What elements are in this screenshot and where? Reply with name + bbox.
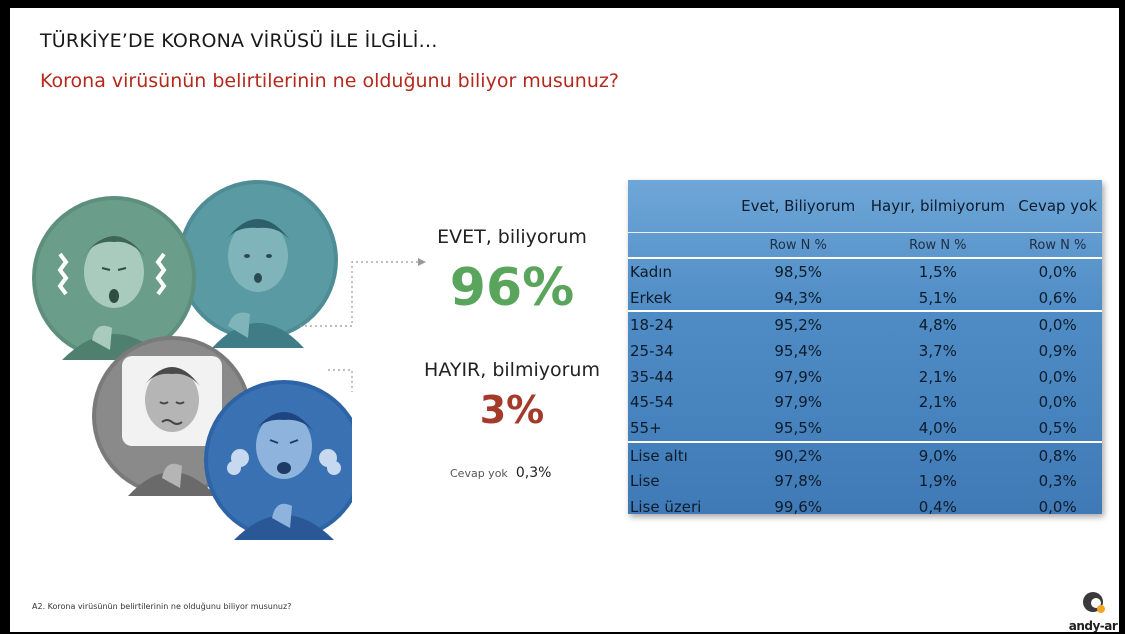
person-cough-icon bbox=[178, 180, 338, 348]
table-cell: 0,8% bbox=[1013, 440, 1102, 469]
row-label: 45-54 bbox=[630, 393, 674, 412]
table-row: Lise 97,8% 1,9% 0,3% bbox=[628, 469, 1102, 495]
table-subheader-row: Row N % Row N % Row N % bbox=[628, 232, 1102, 259]
table-cell: 90,2% bbox=[734, 440, 863, 469]
table-cell: 4,8% bbox=[862, 310, 1014, 339]
table-cell: 0,0% bbox=[1013, 310, 1102, 339]
table-row: Lise üzeri 99,6% 0,4% 0,0% bbox=[628, 494, 1102, 520]
table-cell: 0,9% bbox=[1038, 341, 1077, 360]
table-cell: 9,0% bbox=[862, 440, 1014, 469]
row-label: Kadın bbox=[630, 262, 672, 281]
symptoms-illustration bbox=[32, 180, 352, 540]
cevap-yok-label: Cevap yok bbox=[450, 467, 508, 480]
table-cell: 94,3% bbox=[774, 288, 823, 307]
column-header: Evet, Biliyorum bbox=[741, 196, 856, 215]
table-row: Lise altı 90,2% 9,0% 0,8% bbox=[628, 440, 1102, 469]
table-cell: 0,4% bbox=[918, 498, 957, 517]
logo-mark-icon bbox=[1083, 592, 1105, 613]
person-breathless-icon bbox=[204, 380, 352, 540]
column-header: Hayır, bilmiyorum bbox=[870, 196, 1005, 215]
table-row: Erkek 94,3% 5,1% 0,6% bbox=[628, 285, 1102, 312]
table-row: 18-24 95,2% 4,8% 0,0% bbox=[628, 310, 1102, 339]
table-cell: 0,0% bbox=[1038, 393, 1077, 412]
yes-answer-label: EVET, biliyorum bbox=[437, 226, 587, 248]
survey-question: Korona virüsünün belirtilerinin ne olduğ… bbox=[40, 70, 619, 92]
row-label: 25-34 bbox=[630, 341, 674, 360]
no-answer-note: Cevap yok 0,3% bbox=[450, 462, 610, 481]
table-cell: 2,1% bbox=[918, 367, 957, 386]
table-cell: 0,0% bbox=[1038, 262, 1077, 281]
footnote: A2. Korona virüsünün belirtilerinin ne o… bbox=[32, 602, 292, 611]
table-cell: 3,7% bbox=[918, 341, 957, 360]
row-label: Lise bbox=[630, 472, 660, 491]
table-row: 45-54 97,9% 2,1% 0,0% bbox=[628, 389, 1102, 415]
table-header-row: Evet, Biliyorum Hayır, bilmiyorum Cevap … bbox=[628, 180, 1102, 233]
table-cell: 0,6% bbox=[1038, 288, 1077, 307]
no-answer-percent: 3% bbox=[479, 388, 545, 432]
table-cell: 95,4% bbox=[774, 341, 823, 360]
breakdown-table: Evet, Biliyorum Hayır, bilmiyorum Cevap … bbox=[628, 180, 1102, 516]
row-label: Lise altı bbox=[628, 440, 734, 469]
table-row: Kadın 98,5% 1,5% 0,0% bbox=[628, 258, 1102, 285]
table-cell: 0,0% bbox=[1038, 498, 1077, 517]
column-subheader: Row N % bbox=[734, 232, 863, 259]
table-cell: 0,5% bbox=[1038, 418, 1077, 437]
table-cell: 95,2% bbox=[734, 310, 863, 339]
table-cell: 97,8% bbox=[774, 472, 823, 491]
slide-title: TÜRKİYE’DE KORONA VİRÜSÜ İLE İLGİLİ… bbox=[40, 30, 438, 52]
table-cell: 95,5% bbox=[774, 418, 823, 437]
table-cell: 1,5% bbox=[918, 262, 957, 281]
table-row: 55+ 95,5% 4,0% 0,5% bbox=[628, 415, 1102, 442]
table-row: 25-34 95,4% 3,7% 0,9% bbox=[628, 338, 1102, 364]
connector-arrows bbox=[300, 258, 426, 392]
no-answer-label: HAYIR, bilmiyorum bbox=[424, 359, 600, 381]
table-cell: 0,3% bbox=[1038, 472, 1077, 491]
table-cell: 99,6% bbox=[774, 498, 823, 517]
table-cell: 4,0% bbox=[918, 418, 957, 437]
slide: TÜRKİYE’DE KORONA VİRÜSÜ İLE İLGİLİ… Kor… bbox=[10, 8, 1119, 632]
table-row: 35-44 97,9% 2,1% 0,0% bbox=[628, 364, 1102, 390]
row-label: 35-44 bbox=[630, 367, 674, 386]
table-cell: 0,0% bbox=[1038, 367, 1077, 386]
table-cell: 2,1% bbox=[918, 393, 957, 412]
table-cell: 5,1% bbox=[918, 288, 957, 307]
table-cell: 97,9% bbox=[774, 393, 823, 412]
table-cell: 98,5% bbox=[774, 262, 823, 281]
row-label: 18-24 bbox=[628, 310, 734, 339]
person-headache-icon bbox=[32, 196, 196, 360]
table-subheader-blank bbox=[628, 232, 734, 259]
table-cell: 97,9% bbox=[774, 367, 823, 386]
column-header: Cevap yok bbox=[1018, 196, 1098, 215]
logo-text: andy-ar bbox=[1068, 619, 1118, 632]
row-label: Lise üzeri bbox=[630, 498, 702, 517]
cevap-yok-value: 0,3% bbox=[515, 465, 552, 481]
column-subheader: Row N % bbox=[1013, 232, 1102, 259]
row-label: Erkek bbox=[630, 288, 672, 307]
row-label: 55+ bbox=[630, 418, 662, 437]
andy-ar-logo: andy-ar bbox=[1068, 588, 1118, 632]
table-cell: 1,9% bbox=[918, 472, 957, 491]
column-subheader: Row N % bbox=[862, 232, 1014, 259]
yes-answer-percent: 96% bbox=[449, 258, 575, 318]
table-corner bbox=[628, 180, 734, 233]
